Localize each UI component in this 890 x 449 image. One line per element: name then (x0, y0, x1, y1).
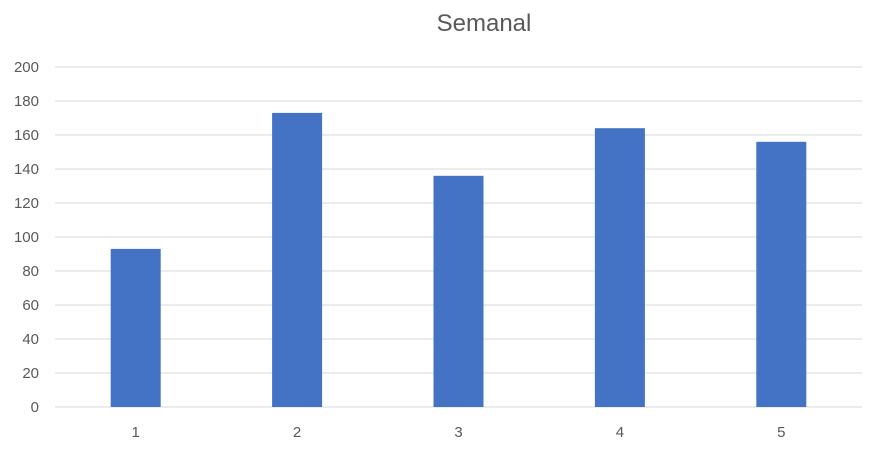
y-tick-label: 60 (22, 297, 39, 314)
x-tick-label: 1 (132, 424, 140, 441)
x-tick-label: 5 (777, 424, 785, 441)
x-tick-label: 3 (454, 424, 462, 441)
y-axis-ticks: 0 20 40 60 80 100 120 140 160 180 200 (14, 59, 39, 416)
y-tick-label: 20 (22, 365, 39, 382)
x-axis-ticks: 1 2 3 4 5 (132, 424, 786, 441)
chart-title: Semanal (437, 10, 532, 37)
y-tick-label: 40 (22, 331, 39, 348)
y-tick-label: 80 (22, 263, 39, 280)
bar-1 (110, 248, 161, 407)
y-tick-label: 180 (14, 93, 39, 110)
bar-2 (272, 112, 323, 408)
bar-4 (594, 128, 645, 407)
bars (110, 112, 807, 408)
y-tick-label: 0 (31, 399, 39, 416)
y-tick-label: 120 (14, 195, 39, 212)
x-tick-label: 2 (293, 424, 301, 441)
y-tick-label: 200 (14, 59, 39, 76)
bar-5 (756, 141, 807, 408)
bar-3 (433, 175, 484, 407)
y-tick-label: 140 (14, 161, 39, 178)
y-tick-label: 100 (14, 229, 39, 246)
x-tick-label: 4 (616, 424, 624, 441)
y-tick-label: 160 (14, 127, 39, 144)
